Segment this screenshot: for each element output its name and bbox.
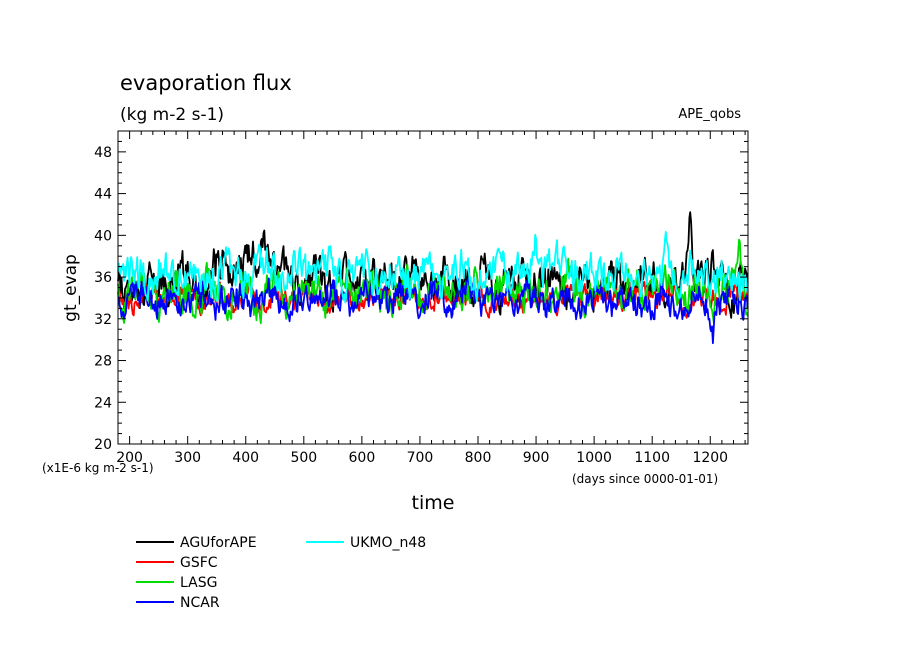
x-tick-label: 600 (349, 450, 376, 466)
y-tick-label: 28 (94, 354, 112, 370)
x-tick-label: 1100 (634, 450, 670, 466)
series-line-ncar (117, 277, 749, 345)
y-tick-label: 48 (94, 145, 112, 161)
x-tick-label: 1200 (692, 450, 728, 466)
x-tick-label: 700 (407, 450, 434, 466)
x-unit-note: (days since 0000-01-01) (572, 472, 718, 486)
x-tick-label: 200 (116, 450, 143, 466)
y-axis-title: gt_evap (61, 254, 81, 322)
y-tick-label: 20 (94, 437, 112, 453)
ticks-layer: 20 24 28 32 36 40 44 48 200 300 400 500 600 700 800 900… (94, 130, 748, 466)
legend: AGUforAPE GSFC LASG NCAR UKMO_n48 (136, 535, 426, 611)
x-tick-label: 500 (290, 450, 317, 466)
legend-label-gsfc: GSFC (180, 555, 218, 571)
legend-label-aguforape: AGUforAPE (180, 535, 257, 551)
x-tick-label: 1000 (576, 450, 612, 466)
legend-label-ukmo_n48: UKMO_n48 (350, 535, 426, 551)
legend-label-ncar: NCAR (180, 595, 220, 611)
x-tick-label: 300 (174, 450, 201, 466)
series-line-ukmo_n48 (117, 230, 749, 304)
y-tick-label: 44 (94, 187, 112, 203)
y-unit-note: (x1E-6 kg m-2 s-1) (42, 461, 154, 475)
y-tick-label: 36 (94, 270, 112, 286)
y-tick-label: 32 (94, 312, 112, 328)
y-tick-label: 24 (94, 395, 112, 411)
x-axis-title: time (412, 492, 455, 514)
series-layer (117, 211, 749, 345)
x-tick-label: 900 (523, 450, 550, 466)
top-right-label: APE_qobs (678, 107, 741, 122)
chart-title: evaporation flux (120, 71, 292, 95)
legend-label-lasg: LASG (180, 575, 217, 591)
y-tick-label: 40 (94, 228, 112, 244)
x-tick-label: 800 (465, 450, 492, 466)
x-tick-label: 400 (232, 450, 259, 466)
chart-subtitle: (kg m-2 s-1) (120, 105, 224, 125)
